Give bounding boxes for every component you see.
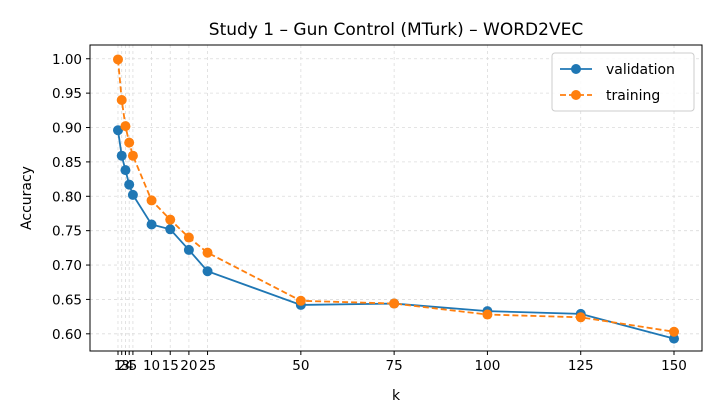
x-tick-label: 50: [292, 358, 309, 374]
data-point-validation: [202, 266, 213, 277]
y-tick-label: 0.70: [52, 258, 82, 274]
legend-box: [551, 52, 695, 112]
data-point-training: [669, 326, 680, 337]
y-tick-label: 0.60: [52, 327, 82, 343]
x-tick-label: 25: [199, 358, 216, 374]
x-tick-label: 100: [475, 358, 501, 374]
y-tick-label: 0.65: [52, 292, 82, 308]
x-tick-label: 20: [180, 358, 197, 374]
y-tick-label: 0.85: [52, 155, 82, 171]
data-point-validation: [116, 150, 127, 161]
x-tick-label: 75: [386, 358, 403, 374]
data-point-validation: [120, 165, 131, 176]
x-tick-label: 1: [114, 358, 123, 374]
x-tick-label: 4: [125, 358, 134, 374]
y-tick-label: 0.90: [52, 121, 82, 137]
data-point-validation: [183, 244, 194, 255]
data-point-training: [295, 295, 306, 306]
x-tick-label: 10: [143, 358, 160, 374]
data-point-training: [389, 298, 400, 309]
y-axis-label: Accuracy: [19, 166, 35, 230]
legend-marker-training: [571, 90, 581, 100]
data-point-validation: [669, 333, 680, 344]
data-point-training: [120, 121, 131, 132]
data-point-training: [127, 150, 138, 161]
plot-area: [89, 44, 703, 352]
x-tick-label: 125: [568, 358, 594, 374]
data-point-training: [146, 195, 157, 206]
data-point-training: [575, 312, 586, 323]
y-tick-label: 0.75: [52, 224, 82, 240]
data-point-training: [116, 95, 127, 106]
legend-label-training: training: [606, 88, 660, 104]
series-layer: [112, 54, 680, 344]
data-point-training: [112, 54, 123, 65]
chart-title: Study 1 – Gun Control (MTurk) – WORD2VEC: [209, 20, 583, 40]
data-point-training: [183, 232, 194, 243]
data-point-validation: [127, 189, 138, 200]
legend: validation training: [551, 52, 695, 112]
data-point-training: [165, 214, 176, 225]
x-tick-label: 15: [162, 358, 179, 374]
data-point-validation: [124, 179, 135, 190]
data-point-validation: [112, 125, 123, 136]
y-tick-label: 0.95: [52, 86, 82, 102]
data-point-validation: [146, 219, 157, 230]
data-point-training: [202, 247, 213, 258]
x-axis-label: k: [392, 388, 401, 404]
x-tick-label: 3: [121, 358, 130, 374]
data-point-training: [482, 309, 493, 320]
x-tick-label: 2: [117, 358, 126, 374]
x-tick-label: 5: [129, 358, 138, 374]
x-tick-label: 150: [661, 358, 687, 374]
legend-label-validation: validation: [606, 62, 675, 78]
y-tick-label: 0.80: [52, 189, 82, 205]
data-point-training: [124, 137, 135, 148]
y-tick-label: 1.00: [52, 52, 82, 68]
series-line-training: [117, 59, 675, 333]
legend-marker-validation: [571, 64, 581, 74]
data-point-validation: [165, 224, 176, 235]
